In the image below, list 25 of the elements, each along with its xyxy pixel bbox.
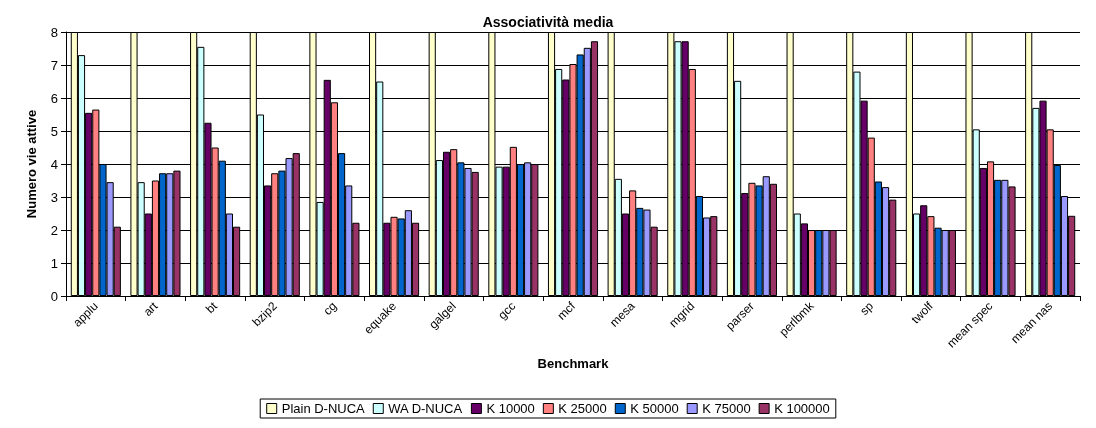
x-tick-label: bt — [203, 298, 221, 317]
y-tick-label: 6 — [50, 90, 58, 106]
y-tick-label: 1 — [50, 255, 58, 271]
legend-label: K 10000 — [486, 401, 535, 416]
x-axis-title: Benchmark — [537, 355, 610, 371]
x-tick-label: mcf — [554, 298, 579, 323]
y-tick-label: 4 — [50, 156, 58, 172]
legend-label: WA D-NUCA — [388, 401, 463, 416]
x-tick-label: art — [140, 298, 161, 319]
chart-title: Associatività media — [482, 14, 614, 30]
legend-label: K 100000 — [774, 401, 830, 416]
y-tick-label: 2 — [50, 222, 58, 238]
x-tick-label: sp — [857, 298, 877, 318]
y-tick-label: 7 — [50, 57, 58, 73]
x-tick-label: gcc — [495, 299, 519, 323]
legend-label: K 25000 — [558, 401, 607, 416]
legend-label: Plain D-NUCA — [281, 401, 366, 416]
legend-label: K 50000 — [630, 401, 679, 416]
y-tick-label: 3 — [50, 189, 58, 205]
y-tick-label: 0 — [50, 288, 58, 304]
legend-label: K 75000 — [702, 401, 751, 416]
y-tick-label: 5 — [50, 123, 58, 139]
x-tick-label: cg — [320, 299, 340, 318]
y-axis-title: Numero vie attive — [24, 109, 39, 219]
y-tick-label: 8 — [50, 24, 58, 40]
